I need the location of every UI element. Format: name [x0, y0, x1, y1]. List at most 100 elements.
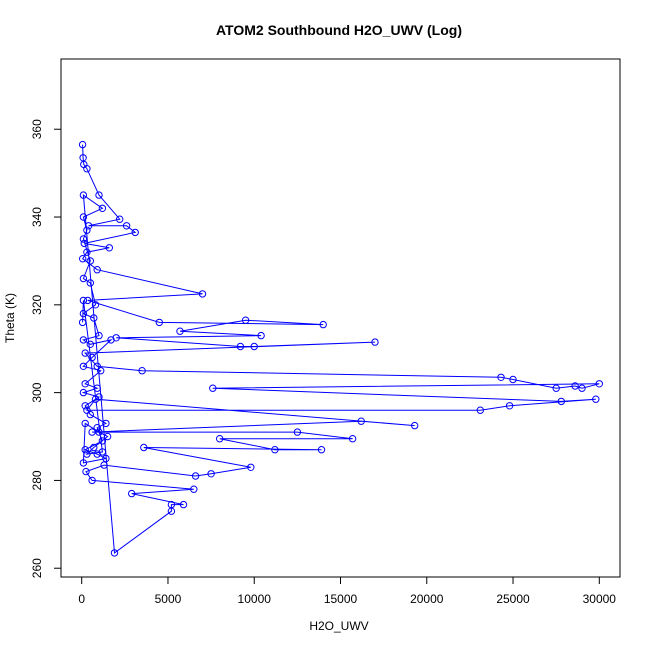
data-point — [91, 301, 100, 309]
data-point — [557, 397, 565, 406]
data-point — [81, 380, 89, 388]
data-point — [81, 446, 89, 454]
data-point — [552, 384, 560, 392]
data-point — [505, 402, 514, 410]
data-point — [357, 417, 365, 425]
data-point — [79, 235, 88, 243]
data-point — [79, 459, 88, 467]
data-point — [179, 500, 188, 509]
y-tick-label: 340 — [30, 207, 44, 227]
data-point — [98, 448, 107, 456]
chart-title: ATOM2 Southbound H2O_UWV (Log) — [216, 22, 462, 38]
x-tick-label: 30000 — [583, 592, 617, 606]
data-point — [79, 274, 88, 283]
data-point — [98, 204, 107, 213]
data-point — [216, 435, 224, 443]
x-tick-label: 25000 — [496, 592, 530, 606]
y-tick-label: 280 — [30, 470, 44, 490]
data-point — [107, 336, 115, 344]
data-point — [167, 507, 176, 515]
data-point — [103, 432, 112, 441]
data-point — [102, 419, 110, 428]
data-point — [97, 367, 105, 375]
data-point — [90, 314, 98, 322]
data-point — [131, 228, 139, 237]
data-point — [509, 375, 517, 384]
data-point — [592, 395, 600, 403]
data-point — [319, 320, 327, 329]
data-point — [83, 248, 91, 256]
data-point — [78, 140, 87, 149]
data-point — [79, 213, 88, 221]
data-point — [88, 353, 96, 362]
data-point — [79, 296, 88, 305]
data-point — [81, 349, 89, 357]
data-point — [86, 410, 95, 419]
data-point — [79, 309, 88, 318]
data-point — [128, 489, 136, 498]
data-point — [93, 384, 101, 392]
data-point — [93, 266, 101, 274]
data-point — [82, 467, 90, 476]
data-point — [371, 338, 379, 346]
data-point — [83, 165, 91, 173]
x-tick-label: 0 — [78, 592, 85, 606]
data-point — [102, 454, 110, 463]
x-axis-label: H2O_UWV — [309, 619, 368, 633]
data-point — [93, 362, 101, 370]
y-tick-label: 360 — [30, 119, 44, 139]
data-point — [257, 331, 265, 340]
data-point — [348, 435, 357, 443]
y-tick-label: 320 — [30, 294, 44, 314]
data-point — [79, 255, 87, 263]
data-point — [116, 215, 124, 223]
x-axis: 0 5000 10000 15000 20000 25000 30000 — [78, 577, 616, 606]
data-point — [81, 402, 89, 410]
data-point — [476, 406, 484, 414]
x-tick-label: 10000 — [238, 592, 272, 606]
data-point — [88, 476, 96, 485]
data-point — [79, 191, 88, 199]
data-point — [190, 485, 198, 493]
data-point — [79, 388, 88, 397]
data-point — [138, 367, 146, 375]
data-point — [84, 296, 92, 305]
data-point — [595, 380, 603, 388]
data-point — [578, 384, 586, 392]
data-point — [271, 446, 279, 454]
data-point — [191, 472, 200, 480]
data-point — [497, 373, 505, 381]
data-point — [209, 384, 217, 392]
data-point — [83, 226, 91, 234]
data-point — [100, 461, 108, 469]
x-tick-label: 20000 — [410, 592, 444, 606]
data-point — [80, 239, 89, 248]
data-point — [110, 549, 119, 557]
data-point — [176, 327, 184, 335]
data-point — [86, 340, 95, 348]
data-point — [236, 342, 245, 351]
data-point — [155, 318, 164, 327]
data-point — [411, 421, 419, 430]
data-point — [81, 419, 89, 428]
data-point — [95, 331, 103, 340]
data-point — [79, 362, 88, 370]
data-point — [140, 443, 148, 452]
data-point — [247, 463, 255, 471]
data-point — [105, 244, 114, 252]
data-point — [571, 382, 579, 390]
data-point — [86, 257, 95, 265]
data-point — [84, 222, 93, 230]
data-point — [78, 318, 87, 327]
data-point — [95, 191, 103, 199]
data-point — [250, 342, 258, 351]
y-axis: 260 280 300 320 340 360 — [30, 119, 61, 578]
data-point — [198, 290, 207, 298]
x-tick-label: 15000 — [324, 592, 358, 606]
data-point — [207, 470, 215, 478]
data-point — [93, 424, 101, 432]
plot-area — [78, 140, 603, 557]
series-line — [81, 144, 600, 554]
data-point — [86, 279, 95, 287]
